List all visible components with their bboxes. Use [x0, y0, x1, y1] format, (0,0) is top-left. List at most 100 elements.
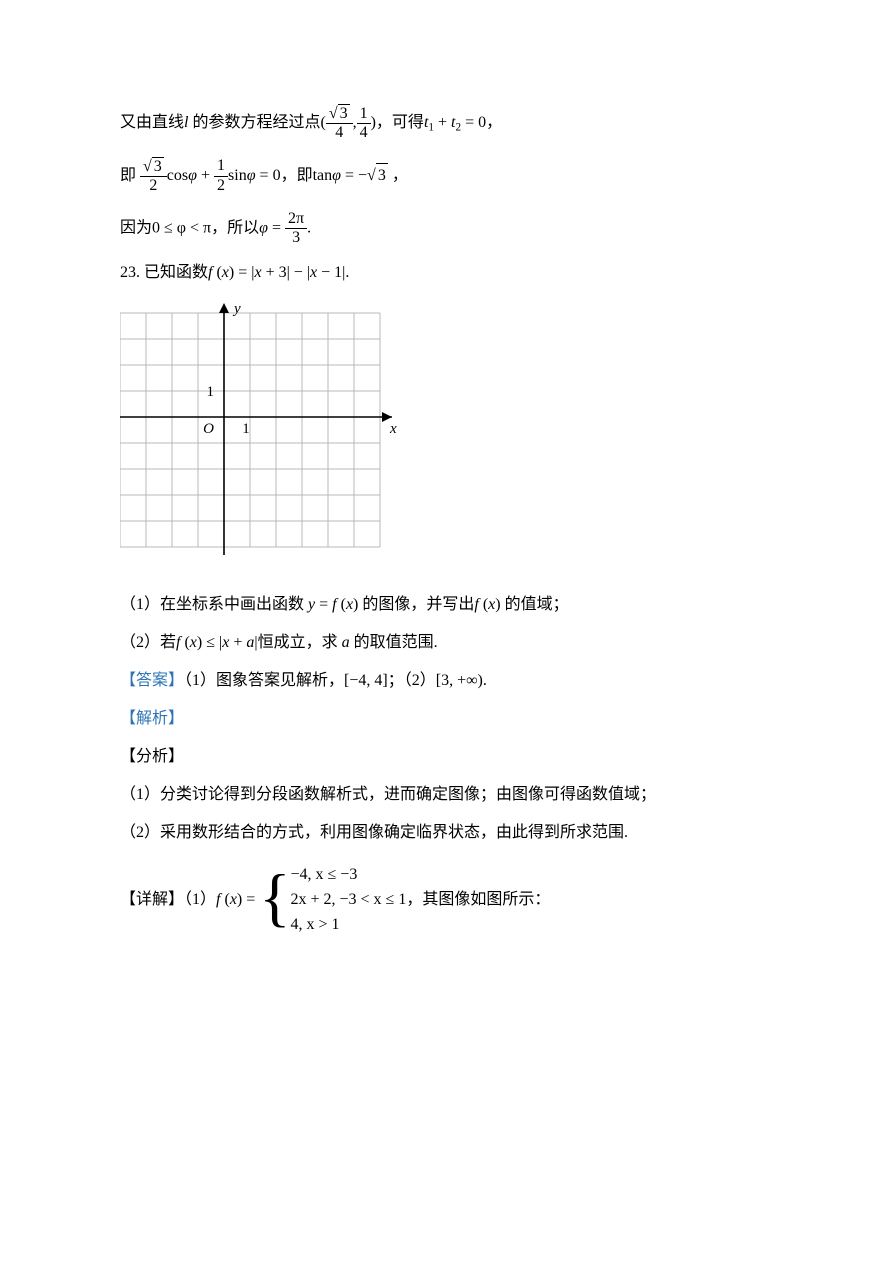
rparen: ) [229, 264, 238, 281]
plus: + [434, 114, 451, 131]
text: ，即 [281, 167, 313, 184]
text: ；（2） [388, 672, 436, 689]
var-x: x [254, 264, 261, 281]
text: （2）若 [120, 634, 176, 651]
sqrt-num: 3 [338, 104, 350, 123]
frac-num: 1 [357, 105, 371, 124]
text: （1）图象答案见解析， [184, 672, 344, 689]
answer-line: 【答案】（1）图象答案见解析，[−4, 4]；（2）[3, +∞). [120, 669, 777, 693]
phi: φ [247, 167, 256, 184]
text: ， [388, 167, 408, 184]
left-brace-icon: { [259, 866, 290, 931]
text: 的参数方程经过点 [188, 114, 320, 131]
plus: + [197, 167, 214, 184]
text: 的取值范围. [350, 634, 438, 651]
var-x: x [230, 891, 237, 908]
frac-den: 2 [140, 177, 167, 195]
text: ，所以 [211, 219, 259, 236]
var-x: x [222, 264, 229, 281]
phi: φ [259, 219, 268, 236]
interval: [−4, 4] [344, 672, 388, 689]
svg-text:x: x [389, 421, 397, 437]
text: （2）采用数形结合的方式，利用图像确定临界状态，由此得到所求范围. [120, 824, 628, 841]
text: . [483, 672, 487, 689]
text: ， [486, 114, 502, 131]
paragraph-line: 又由直线l 的参数方程经过点(34,14)，可得t1 + t2 = 0， [120, 104, 777, 143]
text: 因为 [120, 219, 152, 236]
text: 即 [120, 167, 136, 184]
fraction: 32 [140, 157, 167, 196]
rparen: ) [237, 891, 246, 908]
text: . [307, 219, 311, 236]
eq: = [268, 219, 285, 236]
lparen: ( [220, 891, 229, 908]
eq: = [246, 891, 255, 908]
detail-tag: 【详解】 [120, 891, 184, 908]
subquestion-1: （1）在坐标系中画出函数 y = f (x) 的图像，并写出f (x) 的值域； [120, 593, 777, 617]
subquestion-2: （2）若f (x) ≤ |x + a|恒成立，求 a 的取值范围. [120, 631, 777, 655]
eqneg: = − [341, 167, 367, 184]
ineq: 0 ≤ φ < π [152, 219, 211, 236]
grid-svg: y x O 1 1 [120, 303, 400, 567]
jiexi-label: 【解析】 [120, 710, 184, 727]
sqrt3: 3 [376, 163, 388, 188]
coordinate-grid: y x O 1 1 [120, 303, 777, 575]
fenxi-2: （2）采用数形结合的方式，利用图像确定临界状态，由此得到所求范围. [120, 821, 777, 845]
jiexi-tag: 【解析】 [120, 707, 777, 731]
question-23: 23. 已知函数f (x) = |x + 3| − |x − 1|. [120, 261, 777, 285]
svg-text:O: O [203, 421, 214, 437]
case-2: 2x + 2, −3 < x ≤ 1 [290, 891, 406, 908]
eq: = [315, 596, 332, 613]
lparen: ( [180, 634, 189, 651]
text: ，其图像如图所示： [406, 891, 550, 908]
eq0: = 0 [256, 167, 281, 184]
text: 恒成立，求 [258, 634, 342, 651]
var-x: x [346, 596, 353, 613]
q-number: 23. [120, 264, 144, 281]
text: 的图像，并写出 [362, 596, 474, 613]
paragraph-line: 因为0 ≤ φ < π，所以φ = 2π3. [120, 210, 777, 248]
fraction: 12 [214, 157, 228, 195]
phi: φ [332, 167, 341, 184]
eq-abs: = | [238, 264, 254, 281]
plus: + [229, 634, 246, 651]
text: （1）在坐标系中画出函数 [120, 596, 308, 613]
var-x: x [190, 634, 197, 651]
lparen: ( [337, 596, 346, 613]
sin: sin [228, 167, 247, 184]
frac-den: 3 [285, 229, 307, 247]
fraction: 34 [326, 104, 353, 143]
sqrt-num: 3 [152, 157, 164, 176]
phi: φ [188, 167, 197, 184]
svg-text:y: y [232, 303, 241, 317]
interval: [3, +∞) [436, 672, 483, 689]
tan: tan [313, 167, 333, 184]
lparen: ( [479, 596, 488, 613]
paragraph-line: 即 32cosφ + 12sinφ = 0，即tanφ = −3 ， [120, 157, 777, 196]
fenxi-tag: 【分析】 [120, 745, 777, 769]
frac-num: 1 [214, 157, 228, 176]
case-1: −4, x ≤ −3 [290, 866, 357, 883]
svg-text:1: 1 [207, 384, 215, 400]
var-a: a [342, 634, 350, 651]
answer-tag: 【答案】 [120, 672, 184, 689]
frac-den: 2 [214, 177, 228, 195]
fenxi-label: 【分析】 [120, 748, 184, 765]
rparen: ) [353, 596, 362, 613]
rparen: ) [197, 634, 206, 651]
text: . [345, 264, 349, 281]
cos: cos [167, 167, 188, 184]
case-3: 4, x > 1 [290, 916, 339, 933]
text: 的值域； [505, 596, 569, 613]
frac-den: 4 [326, 124, 353, 142]
frac-num: 2π [285, 210, 307, 229]
rparen: ) [495, 596, 504, 613]
text: （1） [184, 891, 216, 908]
frac-den: 4 [357, 124, 371, 142]
text: 已知函数 [144, 264, 208, 281]
svg-text:1: 1 [242, 421, 250, 437]
lparen: ( [212, 264, 221, 281]
abs-plus3: + 3| − | [262, 264, 310, 281]
le-abs: ≤ | [206, 634, 222, 651]
fraction: 2π3 [285, 210, 307, 248]
